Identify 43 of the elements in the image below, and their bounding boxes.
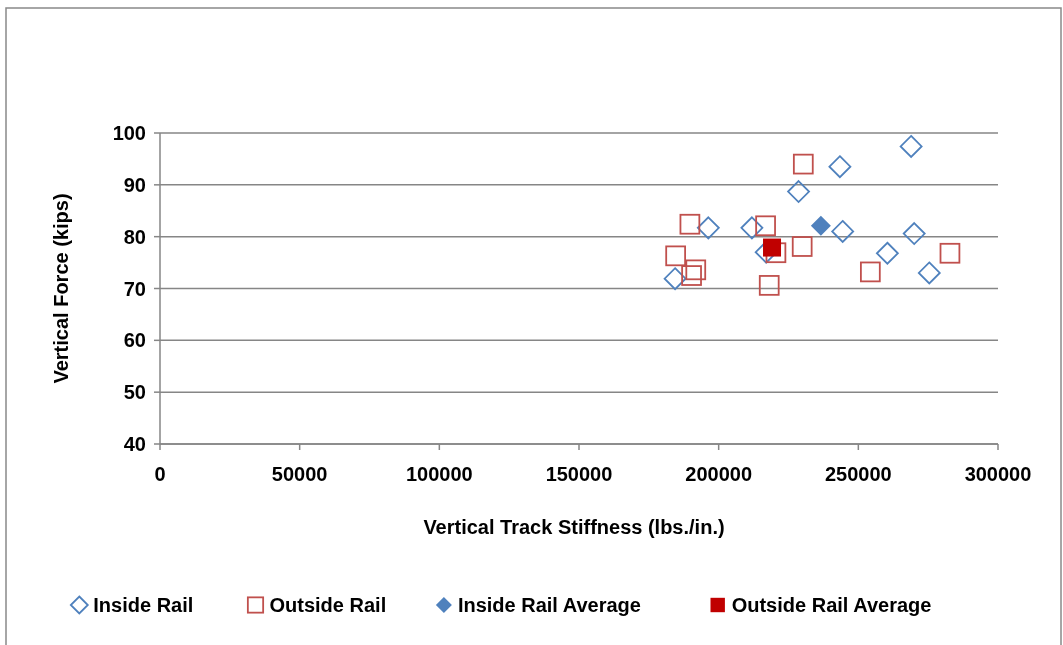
point	[810, 215, 831, 236]
legend-label: Inside Rail	[93, 594, 194, 616]
point	[860, 261, 881, 283]
point	[665, 245, 686, 267]
x-tick-label: 50000	[271, 463, 328, 485]
y-tick-label: 50	[123, 381, 146, 404]
x-tick-label: 100000	[405, 463, 473, 485]
point	[681, 265, 702, 286]
point	[917, 261, 941, 285]
point	[831, 220, 855, 243]
y-axis-title: Vertical Force (kips)	[50, 193, 72, 384]
legend-label: Outside Rail Average	[731, 594, 932, 616]
point	[899, 135, 923, 158]
y-tick-label: 80	[123, 225, 146, 248]
y-tick-label: 60	[123, 329, 146, 352]
point	[765, 242, 787, 264]
point	[740, 216, 764, 240]
point	[663, 267, 687, 291]
legend-label: Inside Rail Average	[457, 594, 641, 616]
legend-label: Outside Rail	[269, 594, 387, 616]
point	[939, 242, 961, 264]
point	[828, 155, 852, 179]
point	[902, 222, 926, 245]
x-tick-label: 300000	[964, 463, 1032, 485]
point	[763, 238, 782, 257]
point	[791, 236, 813, 257]
x-tick-label: 150000	[545, 463, 613, 485]
y-tick-label: 70	[123, 277, 146, 300]
y-tick-label: 40	[123, 433, 146, 455]
point	[696, 216, 720, 240]
point	[758, 275, 780, 296]
y-tick-label: 100	[112, 122, 146, 144]
point	[679, 213, 701, 235]
point	[875, 241, 899, 265]
x-tick-label: 200000	[685, 463, 753, 485]
x-tick-label: 250000	[824, 463, 892, 485]
y-tick-label: 90	[123, 173, 146, 196]
point	[755, 215, 776, 237]
point	[787, 180, 810, 203]
x-axis-title: Vertical Track Stiffness (lbs./in.)	[423, 516, 725, 538]
point	[792, 153, 814, 175]
x-tick-label: 0	[154, 463, 166, 485]
point	[685, 259, 707, 281]
